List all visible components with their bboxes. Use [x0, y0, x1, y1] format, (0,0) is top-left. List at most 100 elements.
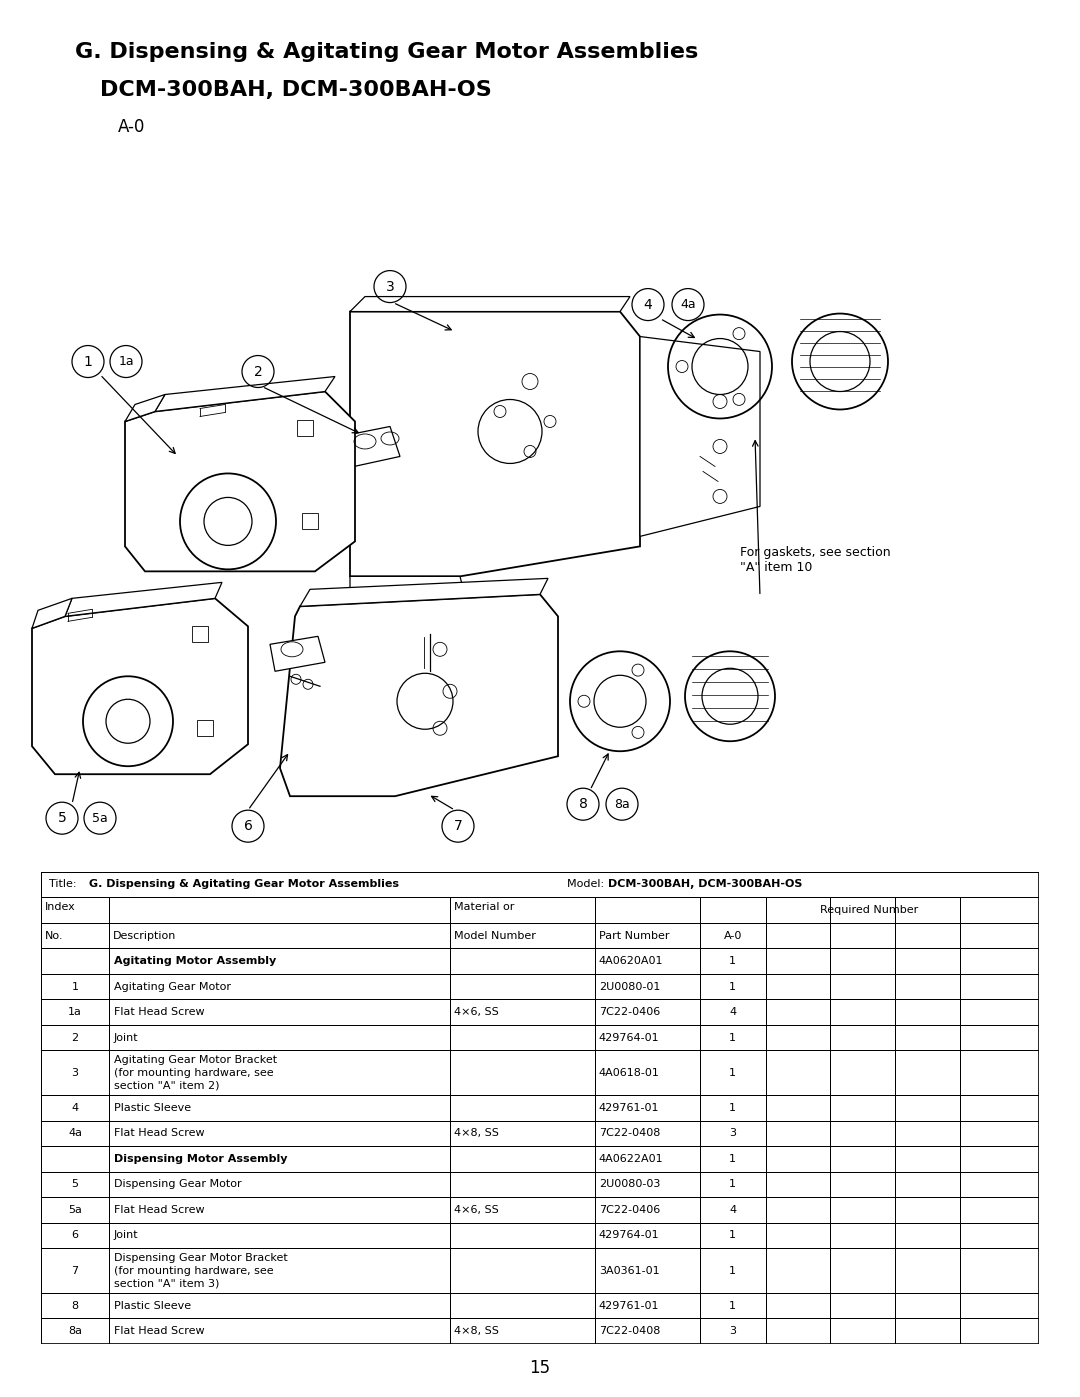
Bar [895, 949, 960, 974]
Bar [595, 999, 700, 1025]
Bar [895, 1319, 960, 1344]
Bar [450, 1248, 595, 1292]
Bar [450, 1222, 595, 1248]
Bar [895, 1120, 960, 1146]
Bar [41, 897, 109, 923]
Bar [831, 1146, 895, 1172]
Bar [700, 1146, 766, 1172]
Text: 3: 3 [729, 1326, 737, 1336]
Text: 8a: 8a [615, 798, 630, 810]
Bar [109, 1051, 450, 1095]
Polygon shape [32, 598, 248, 774]
Text: 1: 1 [729, 1067, 737, 1077]
Bar [960, 1319, 1039, 1344]
Text: DCM-300BAH, DCM-300BAH-OS: DCM-300BAH, DCM-300BAH-OS [100, 80, 491, 99]
Text: Joint: Joint [113, 1032, 138, 1042]
Text: 1: 1 [71, 982, 79, 992]
Text: 5: 5 [71, 1179, 79, 1189]
Bar [831, 1292, 895, 1319]
Text: 3A0361-01: 3A0361-01 [599, 1266, 660, 1275]
Text: 7C22-0406: 7C22-0406 [599, 1007, 660, 1017]
Text: 3: 3 [729, 1129, 737, 1139]
Bar [41, 1248, 109, 1292]
Bar [109, 1319, 450, 1344]
Text: 429761-01: 429761-01 [599, 1102, 660, 1113]
Bar [109, 923, 450, 949]
Bar [41, 1146, 109, 1172]
Bar [595, 1172, 700, 1197]
Text: 4a: 4a [68, 1129, 82, 1139]
Text: 8a: 8a [68, 1326, 82, 1336]
Text: Dispensing Motor Assembly: Dispensing Motor Assembly [113, 1154, 287, 1164]
Bar [41, 1095, 109, 1120]
Bar [960, 1095, 1039, 1120]
Bar [831, 974, 895, 999]
Text: 1a: 1a [118, 355, 134, 367]
Bar [450, 923, 595, 949]
Text: 4×6, SS: 4×6, SS [455, 1007, 499, 1017]
Bar [831, 1051, 895, 1095]
Bar [595, 1319, 700, 1344]
Text: 6: 6 [71, 1231, 79, 1241]
Text: 2U0080-03: 2U0080-03 [599, 1179, 660, 1189]
Bar [700, 1025, 766, 1051]
Bar [766, 974, 831, 999]
Text: Description: Description [113, 930, 176, 940]
Bar [109, 1197, 450, 1222]
Bar [450, 1292, 595, 1319]
Text: 15: 15 [529, 1359, 551, 1377]
Text: 1: 1 [729, 982, 737, 992]
Bar [450, 1051, 595, 1095]
Text: 429764-01: 429764-01 [599, 1231, 660, 1241]
Bar [450, 999, 595, 1025]
Text: 5a: 5a [92, 812, 108, 824]
Polygon shape [125, 394, 165, 422]
Bar [450, 1095, 595, 1120]
Polygon shape [300, 578, 548, 606]
Text: Agitating Gear Motor Bracket
(for mounting hardware, see
section "A" item 2): Agitating Gear Motor Bracket (for mounti… [113, 1055, 276, 1091]
Bar [450, 1319, 595, 1344]
Bar [450, 1172, 595, 1197]
Bar [595, 949, 700, 974]
Text: 7: 7 [71, 1266, 79, 1275]
Bar [766, 897, 831, 923]
Bar [960, 949, 1039, 974]
Text: Material or: Material or [455, 902, 514, 912]
Polygon shape [280, 594, 558, 796]
Bar [41, 999, 109, 1025]
Bar [960, 1197, 1039, 1222]
Bar [766, 1197, 831, 1222]
Text: 7C22-0406: 7C22-0406 [599, 1206, 660, 1215]
Bar [700, 999, 766, 1025]
Bar [595, 974, 700, 999]
Bar [831, 949, 895, 974]
Bar [895, 923, 960, 949]
Text: 4A0620A01: 4A0620A01 [599, 956, 663, 967]
Bar [109, 897, 450, 923]
Text: 7: 7 [454, 819, 462, 833]
Bar [831, 1319, 895, 1344]
Text: 7C22-0408: 7C22-0408 [599, 1129, 660, 1139]
Text: 6: 6 [244, 819, 253, 833]
Bar [895, 1197, 960, 1222]
Bar [960, 999, 1039, 1025]
Text: 1: 1 [729, 1154, 737, 1164]
Bar [960, 1051, 1039, 1095]
Text: 1: 1 [729, 1231, 737, 1241]
Text: A-0: A-0 [118, 117, 146, 136]
Bar [831, 1172, 895, 1197]
Text: Model Number: Model Number [455, 930, 536, 940]
Polygon shape [125, 391, 355, 571]
Bar [700, 1319, 766, 1344]
Bar [109, 1095, 450, 1120]
Bar [895, 1051, 960, 1095]
Text: Flat Head Screw: Flat Head Screw [113, 1007, 204, 1017]
Text: A-0: A-0 [724, 930, 742, 940]
Bar [831, 1222, 895, 1248]
Text: Required Number: Required Number [820, 905, 918, 915]
Bar [766, 999, 831, 1025]
Polygon shape [156, 377, 335, 412]
Polygon shape [350, 312, 640, 577]
Polygon shape [350, 577, 465, 597]
Bar [895, 1095, 960, 1120]
